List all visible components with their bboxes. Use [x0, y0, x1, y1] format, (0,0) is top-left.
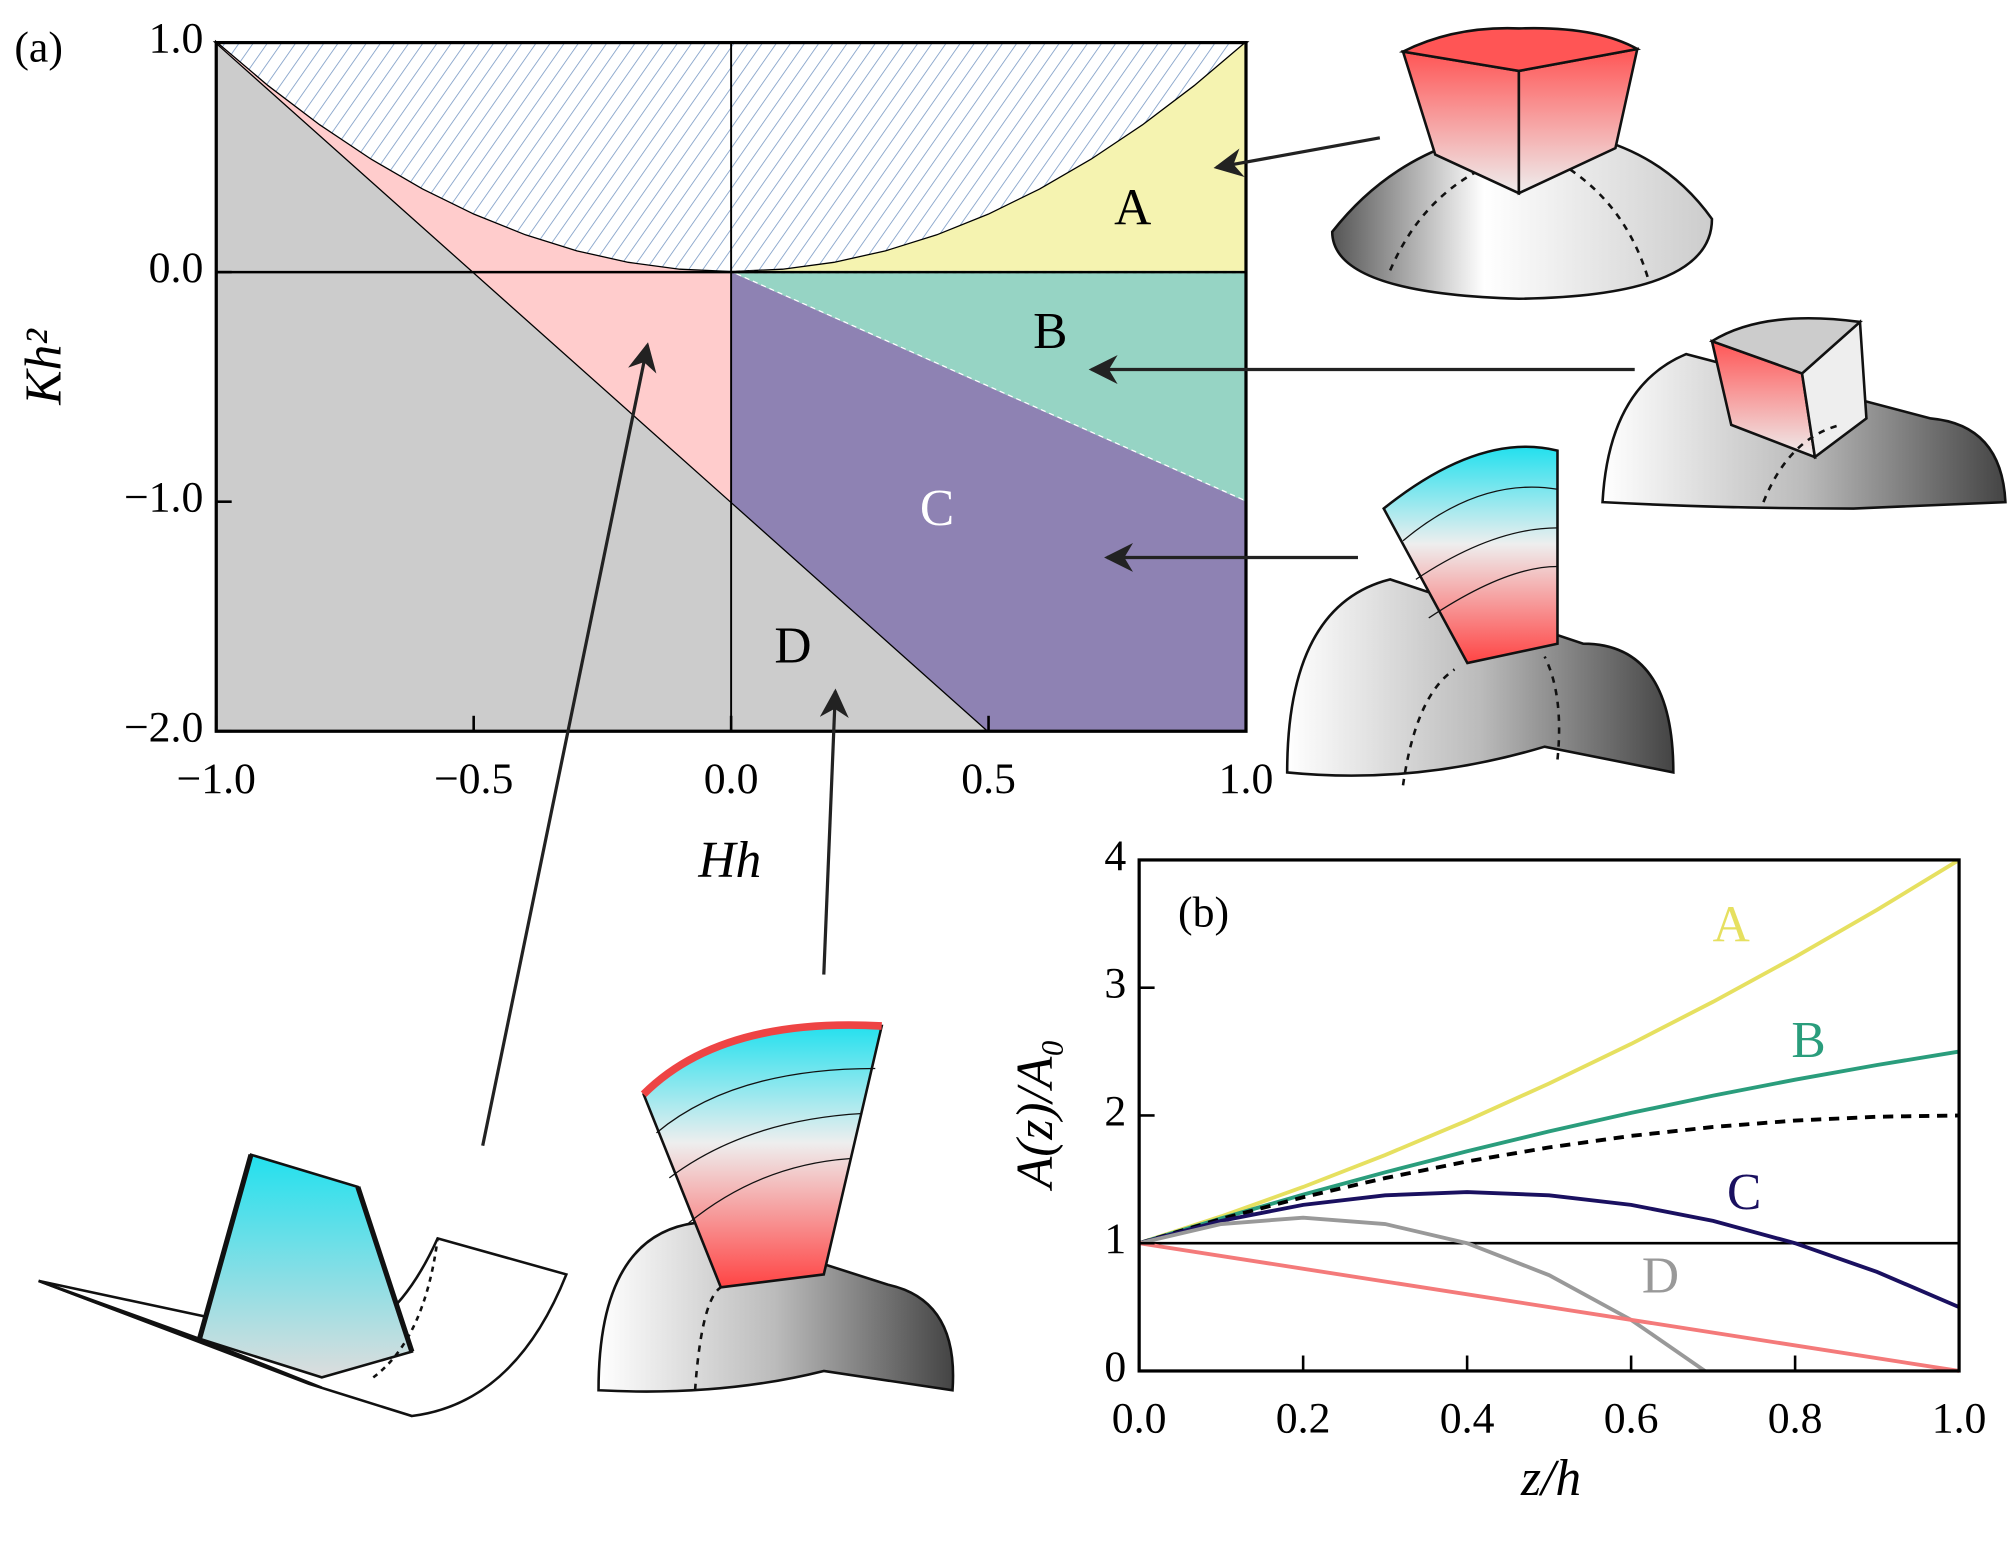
y-tick-label: 1 [1104, 1215, 1126, 1263]
y-tick-label: 2 [1104, 1088, 1126, 1136]
x-tick-label: 0.0 [704, 755, 759, 803]
region [731, 272, 1246, 732]
arrows [481, 136, 1635, 1147]
region-label: B [1033, 303, 1067, 360]
plot-frame [1137, 858, 1961, 1373]
illustration-a [1330, 26, 1714, 301]
illustration-b [1601, 316, 2007, 510]
y-tick-label: 0.0 [149, 244, 204, 292]
x-tick-label: 0.0 [1112, 1394, 1167, 1442]
series-line [1138, 1190, 1960, 1309]
series-line [1138, 858, 1961, 1246]
x-tick-label: −0.5 [434, 755, 513, 803]
x-tick-label: 0.4 [1440, 1394, 1495, 1442]
series-line [1138, 1241, 1960, 1373]
illustration-d [597, 1021, 955, 1393]
region-label: A [1114, 179, 1151, 236]
panel-label: (b) [1178, 889, 1229, 937]
series-line [1138, 1049, 1960, 1246]
arrow [819, 688, 849, 975]
arrow [1213, 136, 1381, 178]
x-tick-label: 0.2 [1276, 1394, 1331, 1442]
series-line [1138, 1113, 1960, 1246]
illustration-c [1285, 445, 1675, 786]
series-label: B [1791, 1012, 1825, 1069]
region-label: C [920, 480, 954, 537]
x-tick-label: 1.0 [1932, 1394, 1987, 1442]
x-tick-label: 0.6 [1604, 1394, 1659, 1442]
x-tick-label: 0.5 [961, 755, 1016, 803]
x-axis-label: z/h [1520, 1450, 1581, 1507]
y-tick-label: −2.0 [124, 703, 203, 751]
region [731, 42, 1246, 273]
illustrations [38, 26, 2007, 1418]
x-tick-label: −1.0 [177, 755, 256, 803]
series-line [1138, 1215, 1707, 1373]
y-tick-label: 1.0 [149, 15, 204, 63]
series-label: C [1727, 1164, 1761, 1221]
x-axis-label: Hh [697, 832, 761, 889]
y-axis-label: Kh² [16, 328, 73, 406]
y-tick-label: 0 [1104, 1343, 1126, 1391]
x-tick-label: 0.8 [1768, 1394, 1823, 1442]
series-label: D [1642, 1248, 1679, 1305]
x-tick-label: 1.0 [1219, 755, 1274, 803]
series-label: A [1713, 896, 1750, 953]
y-axis-label: A(z)/A₀ [1007, 1039, 1064, 1191]
arrow [481, 342, 657, 1147]
y-tick-label: −1.0 [124, 474, 203, 522]
region-label: D [774, 618, 811, 675]
panel-label: (a) [14, 24, 63, 72]
y-tick-label: 4 [1104, 832, 1126, 880]
y-tick-label: 3 [1104, 960, 1126, 1008]
illustration-pink [38, 1153, 569, 1418]
